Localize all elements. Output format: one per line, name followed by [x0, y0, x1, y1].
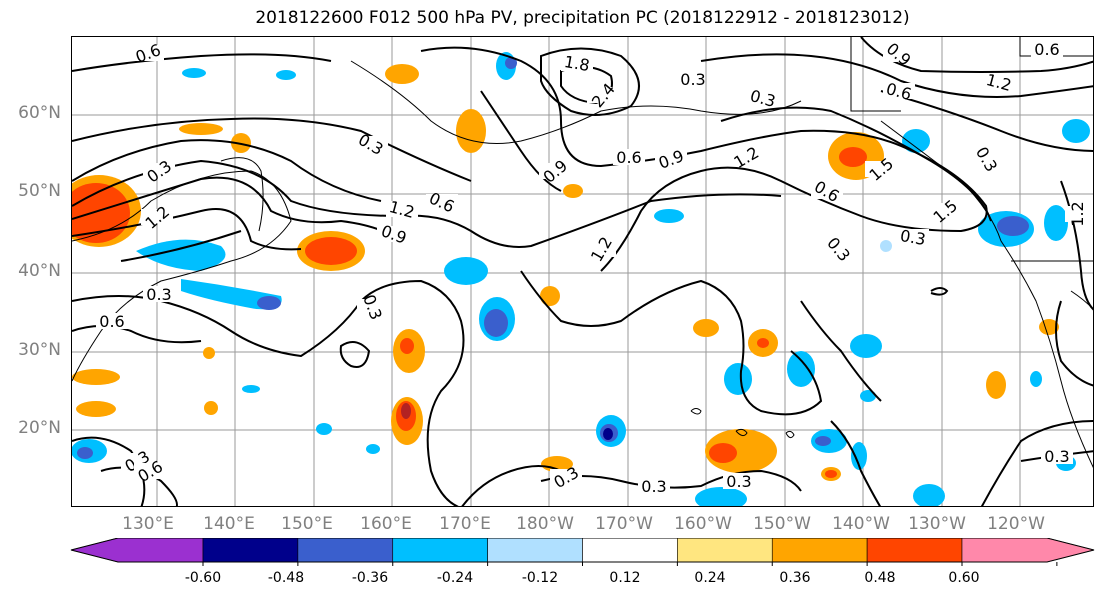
- lon-label-140w: 140°W: [832, 514, 890, 534]
- colorbar-tick-label: -0.12: [521, 570, 559, 586]
- contour-label: 0.3: [146, 285, 171, 304]
- precip-positive-anomalies: [72, 64, 1059, 481]
- colorbar-segment: [297, 538, 394, 563]
- graticule: [72, 37, 1093, 506]
- colorbar-segment: [771, 538, 868, 563]
- colorbar-segment: [582, 538, 678, 563]
- lat-label-30n: 30°N: [18, 340, 61, 360]
- colorbar-tick-label: -0.48: [267, 570, 305, 586]
- contour-label: 0.9: [883, 39, 915, 70]
- colorbar-tick-label: 0.12: [609, 570, 641, 586]
- precip-negative-anomalies: [72, 52, 1090, 506]
- colorbar-tick-label: 0.60: [948, 570, 980, 586]
- contour-label: 0.6: [133, 40, 163, 67]
- lat-label-50n: 50°N: [18, 181, 61, 201]
- lon-label-120w: 120°W: [987, 514, 1045, 534]
- colorbar-segment: [487, 538, 583, 563]
- colorbar-tick-label: 0.48: [864, 570, 896, 586]
- contour-label: 1.2: [984, 70, 1014, 95]
- contour-label: 0.3: [680, 70, 705, 89]
- contour-label: 1.2: [1068, 201, 1087, 226]
- contour-label: 0.3: [726, 472, 751, 491]
- contour-label: 0.9: [379, 221, 409, 248]
- contour-label: 0.3: [972, 143, 1001, 175]
- contour-label: 0.3: [143, 156, 175, 186]
- contour-label: 1.2: [141, 202, 173, 233]
- contour-label: 0.3: [641, 477, 666, 496]
- contour-label: 0.3: [823, 233, 854, 265]
- lat-label-40n: 40°N: [18, 261, 61, 281]
- lon-label-140e: 140°E: [203, 514, 255, 534]
- colorbar-tick-label: -0.24: [436, 570, 474, 586]
- colorbar-tick-label: -0.36: [351, 570, 389, 586]
- contour-label: 0.3: [1044, 447, 1069, 466]
- contour-label: 1.5: [929, 196, 961, 227]
- colorbar-segment: [202, 538, 299, 563]
- lon-label-150w: 150°W: [753, 514, 811, 534]
- lon-label-170w: 170°W: [595, 514, 653, 534]
- pv-contours: [72, 37, 1093, 506]
- contour-label: 0.9: [656, 146, 686, 173]
- colorbar-tick-label: 0.24: [694, 570, 726, 586]
- colorbar-segment: [677, 538, 773, 563]
- lat-label-60n: 60°N: [18, 103, 61, 123]
- colorbar-tick-label: 0.36: [779, 570, 811, 586]
- lon-label-160w: 160°W: [674, 514, 732, 534]
- map-panel: 0.6 0.3 0.3 0.9 1.2 1.2 0.6 0.3 0.9 1.8 …: [71, 36, 1094, 507]
- lon-label-180w: 180°W: [516, 514, 574, 534]
- lat-label-20n: 20°N: [18, 418, 61, 438]
- contour-label: 2.4: [588, 79, 619, 111]
- lon-label-150e: 150°E: [281, 514, 333, 534]
- lon-label-130w: 130°W: [908, 514, 966, 534]
- colorbar-segment: [392, 538, 488, 563]
- contour-label: 0.6: [99, 312, 124, 331]
- contour-label: 0.6: [616, 148, 641, 167]
- contour-label: 0.3: [355, 130, 387, 159]
- map-canvas: 0.6 0.3 0.3 0.9 1.2 1.2 0.6 0.3 0.9 1.8 …: [72, 37, 1093, 506]
- pv-contour-labels: 0.6 0.3 0.3 0.9 1.2 1.2 0.6 0.3 0.9 1.8 …: [96, 39, 1089, 496]
- contour-label: 0.6: [426, 188, 457, 216]
- colorbar-segment: [961, 538, 1095, 563]
- lon-label-170e: 170°E: [439, 514, 491, 534]
- contour-label: 0.9: [539, 156, 571, 187]
- lon-label-130e: 130°E: [122, 514, 174, 534]
- contour-label: 0.3: [899, 226, 927, 249]
- contour-label: 0.3: [359, 292, 386, 322]
- lon-label-160e: 160°E: [360, 514, 412, 534]
- contour-label: 0.6: [811, 177, 843, 206]
- colorbar: [70, 538, 1095, 566]
- colorbar-tick-label: -0.60: [184, 570, 222, 586]
- colorbar-segment: [70, 538, 204, 563]
- contour-label: 1.8: [563, 52, 591, 75]
- contour-label: 0.6: [1034, 40, 1059, 59]
- contour-label: 0.3: [748, 86, 778, 111]
- map-title: 2018122600 F012 500 hPa PV, precipitatio…: [255, 8, 910, 28]
- colorbar-segment: [866, 538, 963, 563]
